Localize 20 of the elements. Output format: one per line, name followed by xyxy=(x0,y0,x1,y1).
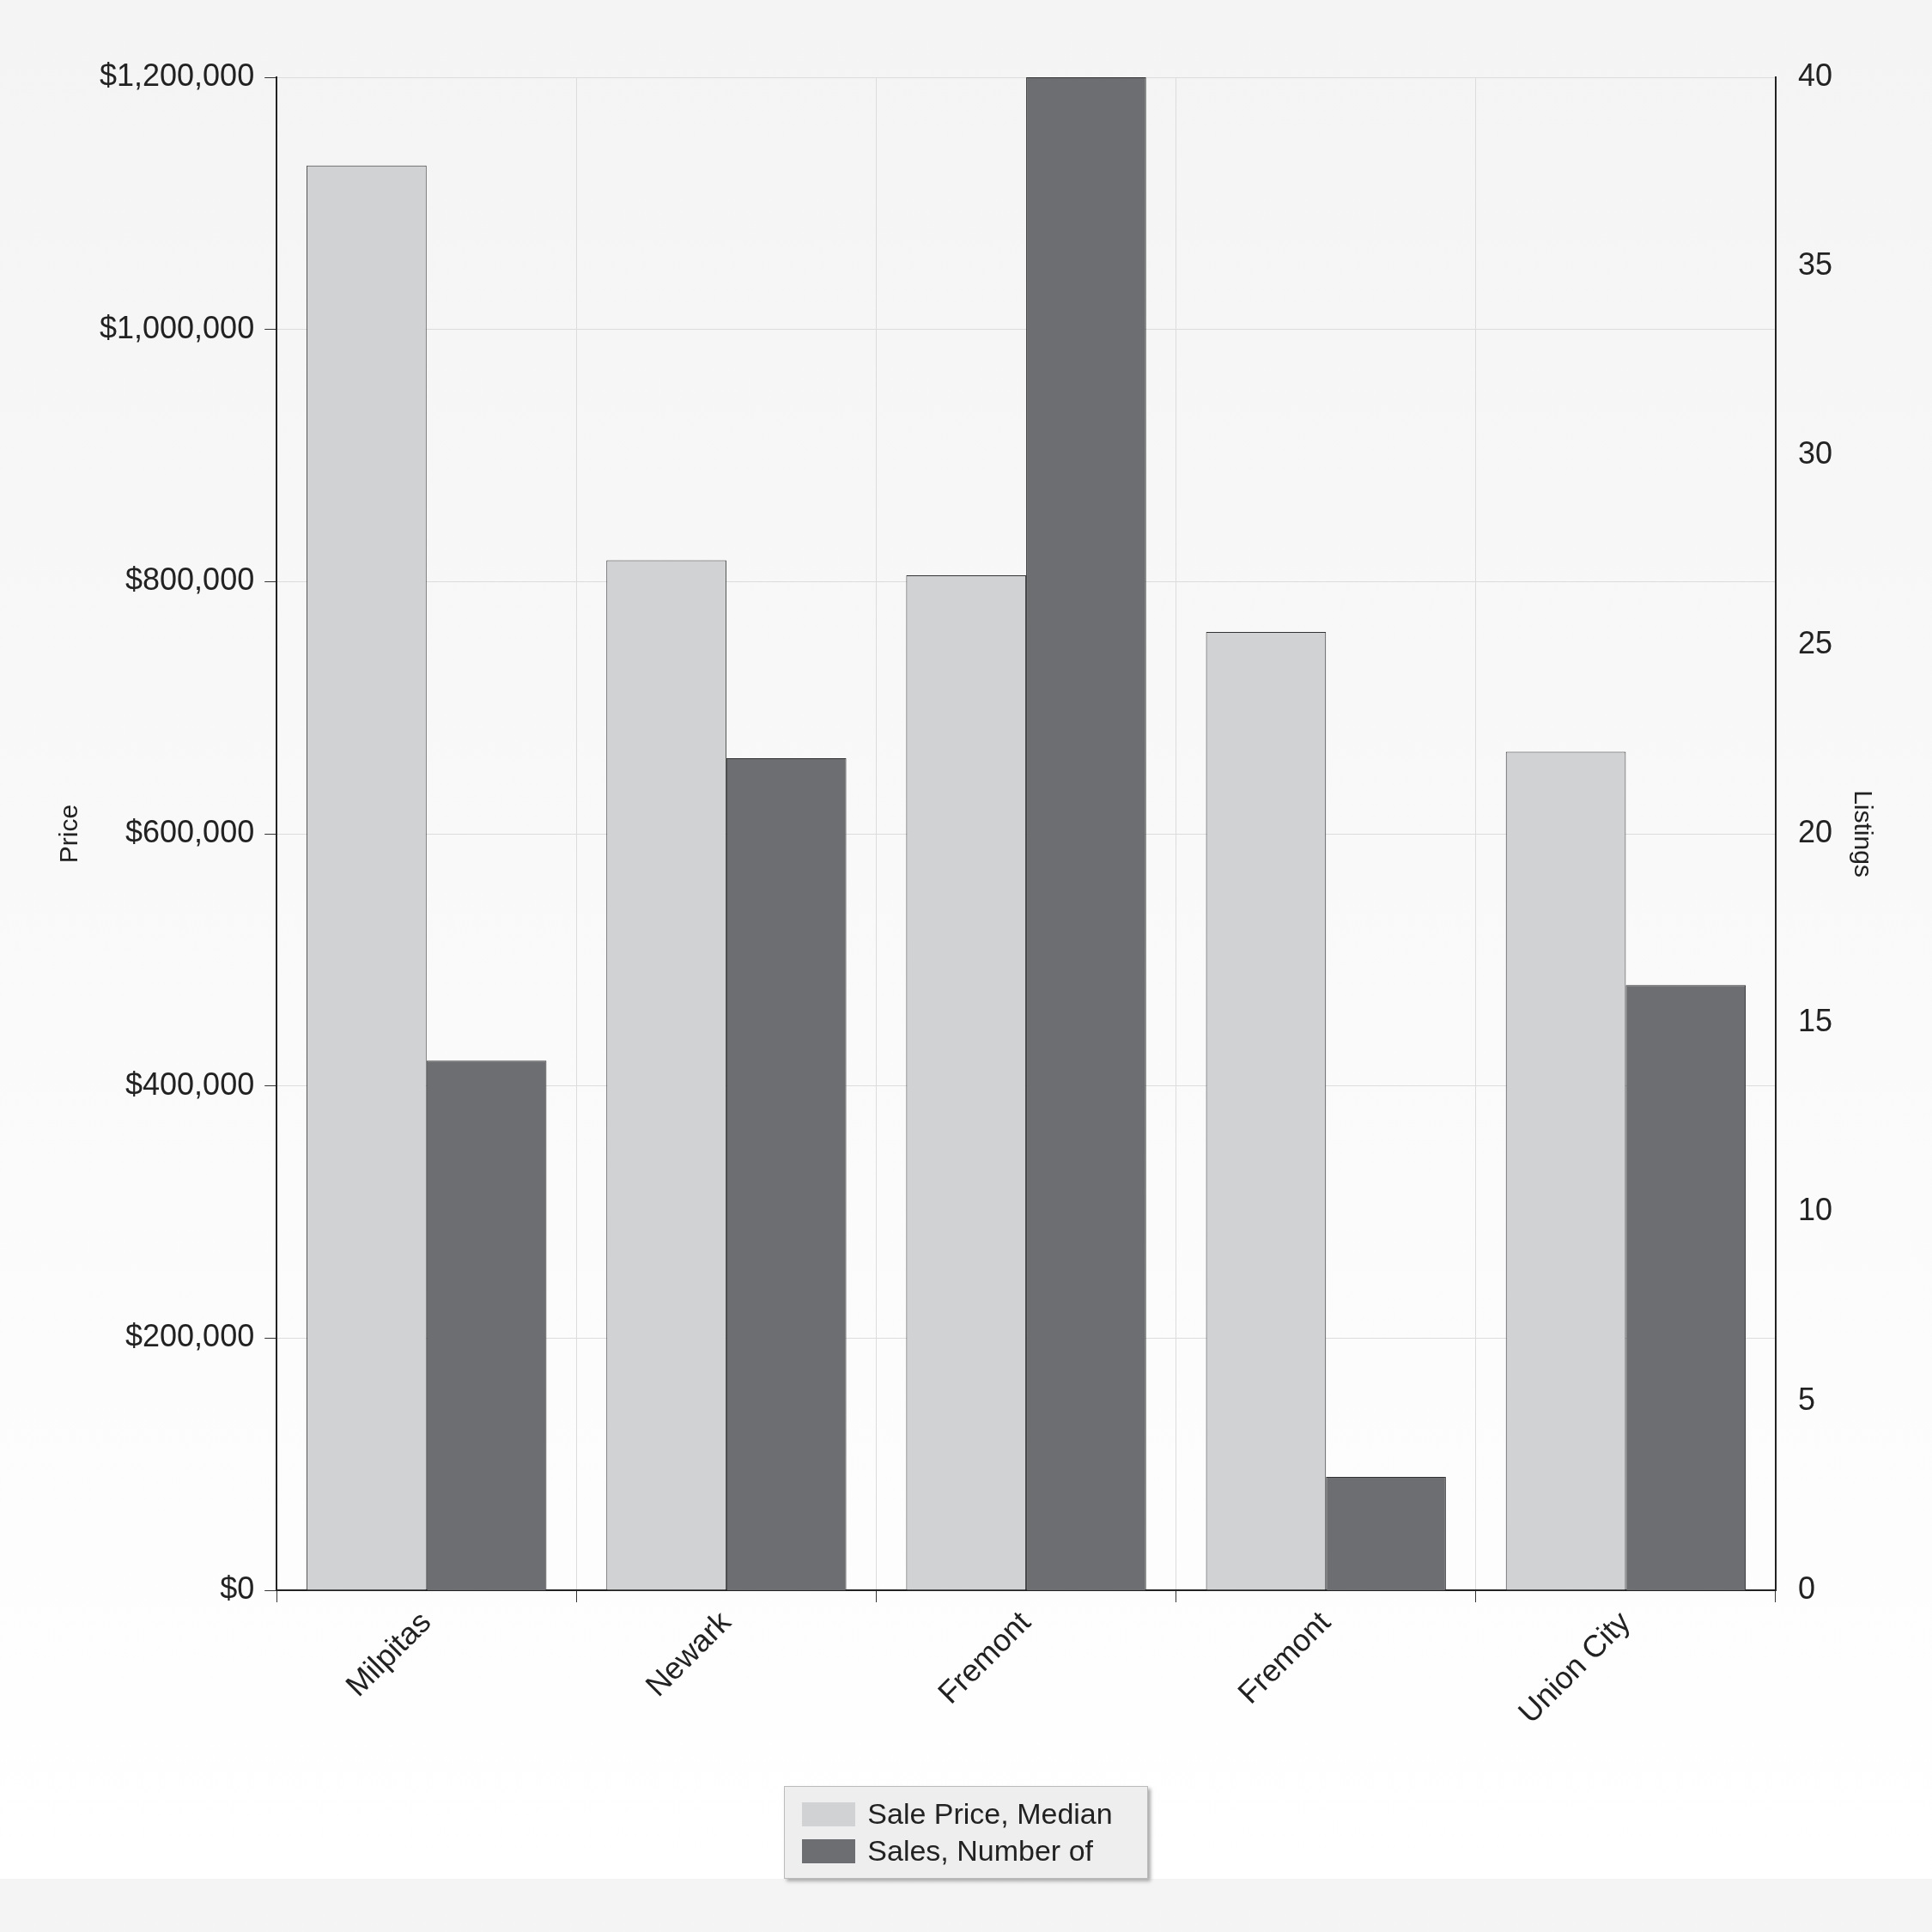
y-tick-label: $1,200,000 xyxy=(99,57,255,93)
y2-tick-label: 10 xyxy=(1797,1192,1832,1228)
y-tick-label: $200,000 xyxy=(125,1318,255,1354)
y2-tick-label: 40 xyxy=(1797,57,1832,93)
y-tick-label: $0 xyxy=(220,1570,255,1606)
legend-label: Sales, Number of xyxy=(867,1834,1093,1868)
y2-axis-title: Listings xyxy=(1849,790,1878,878)
y-tick-label: $800,000 xyxy=(125,562,255,598)
y2-tick-label: 30 xyxy=(1797,435,1832,471)
y-tick-label: $400,000 xyxy=(125,1066,255,1102)
y2-tick-label: 35 xyxy=(1797,246,1832,283)
y-tick-label: $1,000,000 xyxy=(99,309,255,345)
y2-tick-label: 20 xyxy=(1797,813,1832,849)
y-axis-title: Price xyxy=(54,804,83,864)
y2-tick-label: 5 xyxy=(1797,1381,1815,1417)
y2-tick-label: 25 xyxy=(1797,624,1832,660)
y2-tick-label: 0 xyxy=(1797,1570,1815,1606)
y2-tick-label: 15 xyxy=(1797,1003,1832,1039)
legend-label: Sale Price, Median xyxy=(867,1797,1113,1831)
y-tick-label: $600,000 xyxy=(125,813,255,849)
